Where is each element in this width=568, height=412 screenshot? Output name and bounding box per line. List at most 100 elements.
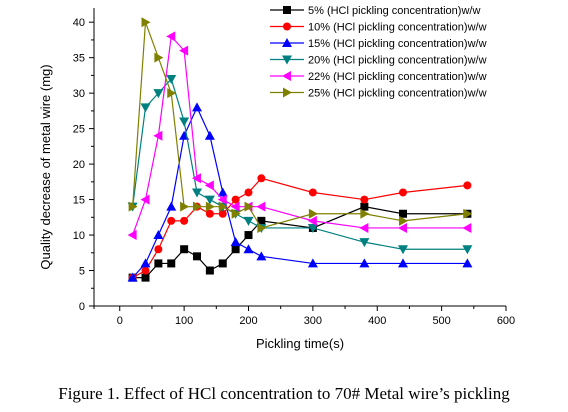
data-point xyxy=(193,252,201,261)
data-point xyxy=(166,201,177,211)
series-5 xyxy=(127,31,472,241)
axes: 0 100 200 300 400 500 600 0 5 10 15 20 25 30 35 40 xyxy=(73,8,515,327)
data-point xyxy=(153,230,164,240)
data-point xyxy=(257,216,266,225)
legend-item: 10% (HCl pickling concentration)w/w xyxy=(270,22,487,34)
data-point xyxy=(127,230,137,241)
legend-swatch-marker xyxy=(282,71,291,81)
data-point xyxy=(231,245,240,254)
legend-item: 5% (HCl pickling concentration)w/w xyxy=(270,5,480,17)
data-point xyxy=(128,201,138,212)
data-point xyxy=(154,245,163,254)
data-point xyxy=(180,216,189,225)
data-point xyxy=(307,215,317,226)
data-point xyxy=(140,103,151,113)
series-layer xyxy=(127,17,473,282)
data-point xyxy=(230,201,240,212)
data-point xyxy=(244,188,253,197)
legend-label: 20% (HCl pickling concentration)w/w xyxy=(308,55,487,67)
y-tick-label: 25 xyxy=(73,124,85,136)
data-point xyxy=(462,245,473,255)
data-point xyxy=(167,88,177,99)
line-chart: 0 100 200 300 400 500 600 0 5 10 15 20 25 30 35 40 5% (… xyxy=(38,5,515,351)
data-point xyxy=(179,117,190,127)
x-tick-label: 600 xyxy=(497,315,515,327)
x-tick-label: 300 xyxy=(304,315,322,327)
legend-label: 5% (HCl pickling concentration)w/w xyxy=(308,5,480,17)
data-point xyxy=(462,258,473,268)
legend-label: 22% (HCl pickling concentration)w/w xyxy=(308,71,487,83)
data-point xyxy=(398,245,408,255)
data-point xyxy=(166,74,177,84)
data-point xyxy=(398,258,408,268)
data-point xyxy=(205,266,214,275)
data-point xyxy=(205,201,215,212)
data-point xyxy=(308,188,317,197)
data-point xyxy=(141,273,150,282)
y-tick-label: 10 xyxy=(73,230,85,242)
data-point xyxy=(180,245,189,254)
data-point xyxy=(463,181,472,190)
data-point xyxy=(359,258,370,268)
data-point xyxy=(204,130,215,140)
data-point xyxy=(359,238,370,248)
data-point xyxy=(244,201,254,212)
data-point xyxy=(179,45,189,56)
legend-swatch-marker xyxy=(282,38,292,47)
legend-swatch-marker xyxy=(283,6,291,14)
data-point xyxy=(217,187,228,197)
data-point xyxy=(140,258,151,268)
data-point xyxy=(399,215,408,226)
data-point xyxy=(256,251,267,261)
x-axis-label: Pickling time(s) xyxy=(256,336,344,351)
data-point xyxy=(192,173,201,184)
legend-label: 10% (HCl pickling concentration)w/w xyxy=(308,22,487,34)
y-tick-label: 5 xyxy=(79,266,85,278)
y-tick-label: 35 xyxy=(73,53,85,65)
y-tick-label: 30 xyxy=(73,88,85,100)
legend: 5% (HCl pickling concentration)w/w 10% (H… xyxy=(270,5,487,100)
data-point xyxy=(193,201,202,212)
data-point xyxy=(218,201,228,212)
legend-item: 25% (HCl pickling concentration)w/w xyxy=(270,87,487,100)
y-tick-label: 20 xyxy=(73,159,85,171)
data-point xyxy=(360,208,370,219)
data-point xyxy=(167,259,176,268)
data-point xyxy=(154,259,163,268)
x-tick-label: 500 xyxy=(432,315,450,327)
y-tick-label: 40 xyxy=(73,17,85,29)
data-point xyxy=(463,208,473,219)
legend-swatch-marker xyxy=(283,22,291,31)
data-point xyxy=(204,195,215,205)
data-point xyxy=(204,180,214,191)
data-point xyxy=(231,195,240,204)
y-tick-label: 0 xyxy=(79,301,85,313)
data-point xyxy=(244,231,253,240)
data-point xyxy=(257,222,267,233)
data-point xyxy=(192,102,202,112)
x-tick-label: 100 xyxy=(175,315,193,327)
data-point xyxy=(205,209,214,218)
legend-swatch-marker xyxy=(282,55,292,65)
data-point xyxy=(153,130,163,141)
data-point xyxy=(398,222,407,233)
data-point xyxy=(180,201,190,212)
series-1 xyxy=(128,202,472,282)
legend-item: 15% (HCl pickling concentration)w/w xyxy=(270,38,487,50)
series-6 xyxy=(128,17,473,233)
data-point xyxy=(257,174,266,183)
legend-item: 22% (HCl pickling concentration)w/w xyxy=(270,71,487,83)
data-point xyxy=(243,216,254,226)
data-point xyxy=(153,89,164,99)
data-point xyxy=(166,31,176,42)
data-point xyxy=(141,17,151,28)
data-point xyxy=(243,244,254,254)
x-tick-label: 0 xyxy=(117,315,123,327)
data-point xyxy=(359,222,369,233)
data-point xyxy=(462,222,472,233)
data-point xyxy=(307,258,318,268)
data-point xyxy=(399,188,407,197)
data-point xyxy=(218,209,227,218)
legend-label: 25% (HCl pickling concentration)w/w xyxy=(308,88,487,100)
series-line xyxy=(132,21,468,229)
